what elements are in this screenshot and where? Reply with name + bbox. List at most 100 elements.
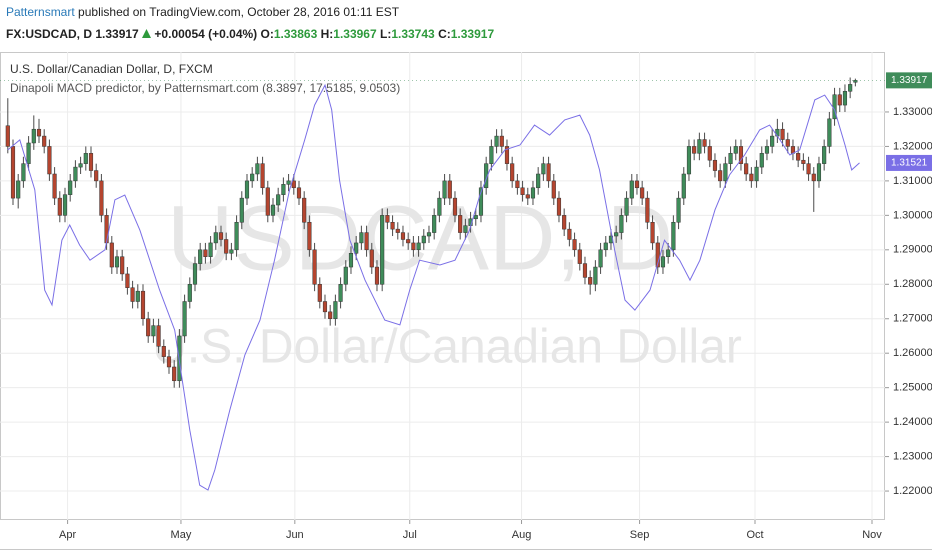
candle-body: [374, 266, 380, 285]
candle-body: [88, 153, 94, 171]
candle-body: [546, 163, 551, 182]
candle-body: [530, 187, 536, 199]
candle-body: [302, 197, 307, 223]
candle-body: [494, 135, 499, 147]
candle-body: [754, 166, 759, 182]
candle-body: [135, 290, 140, 302]
candle-body: [78, 163, 83, 168]
candle-body: [541, 163, 546, 175]
candle-body: [718, 170, 723, 182]
candle-body: [166, 356, 172, 368]
y-tick-label: 1.25000: [893, 382, 932, 394]
candle-body: [478, 187, 484, 216]
candle-body: [801, 159, 806, 164]
candle-body: [562, 215, 567, 230]
candle-body: [697, 139, 702, 154]
candle-body: [749, 173, 754, 182]
candle-body: [406, 239, 411, 244]
candle-body: [270, 204, 276, 216]
y-tick-label: 1.32000: [893, 140, 932, 152]
candle-body: [666, 249, 671, 257]
candle-body: [702, 139, 707, 147]
candle-body: [837, 94, 842, 106]
candle-body: [364, 232, 369, 251]
candle-body: [286, 180, 291, 185]
x-tick-label: Oct: [746, 529, 763, 541]
candle-body: [260, 163, 265, 189]
y-tick-label: 1.26000: [893, 347, 932, 359]
candle-body: [338, 284, 343, 302]
candle-body: [213, 232, 218, 244]
candle-body: [593, 266, 598, 285]
candle-body: [250, 173, 255, 182]
publish-line: Patternsmart published on TradingView.co…: [6, 5, 399, 19]
candle-body: [276, 194, 281, 206]
candle-body: [255, 163, 260, 175]
x-tick-label: May: [171, 529, 192, 541]
candle-body: [125, 273, 130, 288]
candle-body: [712, 159, 718, 171]
candle-body: [16, 180, 21, 199]
candle-body: [458, 215, 463, 233]
candle-body: [660, 256, 666, 268]
candle-body: [728, 153, 733, 164]
candle-body: [94, 170, 99, 182]
candle-body: [146, 318, 151, 337]
candle-body: [322, 301, 328, 313]
candle-body: [567, 228, 572, 240]
y-tick-label: 1.33000: [893, 106, 932, 118]
candle-body: [224, 239, 229, 254]
candle-body: [10, 146, 16, 199]
candle-body: [437, 197, 442, 216]
candle-body: [796, 153, 801, 161]
high: 1.33967: [333, 27, 377, 41]
candle-body: [853, 80, 858, 83]
candle-body: [723, 163, 728, 182]
candle-body: [556, 197, 562, 216]
candle-body: [780, 128, 785, 140]
candle-body: [416, 242, 421, 251]
indicator-value-label: 1.31521: [891, 158, 928, 169]
candle-body: [120, 256, 125, 275]
y-tick-label: 1.23000: [893, 450, 932, 462]
candle-body: [281, 184, 286, 195]
candle-body: [369, 249, 374, 268]
candle-body: [499, 135, 504, 147]
candle-body: [234, 221, 239, 251]
candle-body: [348, 253, 354, 268]
candle-body: [296, 187, 302, 199]
candle-body: [827, 118, 832, 147]
candle-body: [203, 249, 208, 257]
candle-body: [733, 146, 738, 154]
last: 1.33917: [95, 27, 139, 41]
candle-body: [57, 197, 62, 216]
candle-body: [359, 232, 364, 244]
candle-body: [109, 242, 114, 268]
candle-body: [114, 256, 120, 268]
candle-body: [156, 325, 161, 347]
candle-body: [229, 249, 234, 254]
candle-body: [473, 215, 478, 220]
candle-body: [603, 242, 608, 251]
candle-body: [764, 146, 770, 154]
y-tick-label: 1.27000: [893, 313, 932, 325]
candle-body: [806, 163, 811, 175]
candle-body: [317, 284, 322, 302]
candle-body: [624, 197, 629, 216]
x-tick-label: Nov: [862, 529, 882, 541]
candle-body: [151, 325, 156, 337]
candle-body: [390, 221, 395, 230]
plot-layer: [5, 77, 860, 491]
change: +0.00054 (+0.04%): [154, 27, 258, 41]
candle-body: [218, 232, 224, 240]
candle-body: [140, 290, 146, 319]
candle-body: [31, 128, 36, 144]
author[interactable]: Patternsmart: [6, 5, 75, 19]
open: 1.33863: [273, 27, 318, 41]
candle-body: [68, 180, 73, 195]
y-tick-label: 1.31000: [893, 175, 932, 187]
candle-body: [83, 153, 88, 164]
candle-body: [640, 187, 645, 199]
